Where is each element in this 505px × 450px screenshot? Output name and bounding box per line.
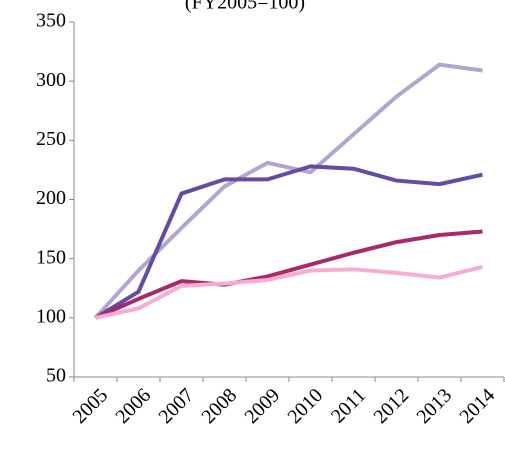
y-tick-label: 150: [36, 246, 66, 268]
y-tick-label: 100: [36, 305, 66, 327]
series-line: [94, 62, 483, 320]
x-tick-label: 2006: [111, 384, 155, 428]
x-tick-label: 2011: [327, 384, 370, 427]
y-tick-label: 250: [36, 128, 66, 150]
x-tick-label: 2013: [412, 384, 456, 428]
x-tick-label: 2014: [455, 384, 499, 428]
y-tick-label: 200: [36, 187, 66, 209]
y-tick-label: 300: [36, 69, 66, 91]
series-line: [94, 229, 483, 320]
y-tick-label: 50: [46, 365, 66, 387]
chart-title: (FY2005=100): [185, 0, 305, 14]
x-tick-label: 2007: [154, 384, 198, 428]
x-tick-label: 2009: [240, 384, 284, 428]
x-tick-label: 2012: [369, 384, 413, 428]
series-line: [94, 164, 483, 320]
y-tick-label: 350: [36, 10, 66, 32]
series-line: [95, 265, 483, 320]
x-tick-label: 2010: [283, 384, 327, 428]
x-tick-label: 2005: [68, 384, 112, 428]
x-tick-label: 2008: [197, 384, 241, 428]
